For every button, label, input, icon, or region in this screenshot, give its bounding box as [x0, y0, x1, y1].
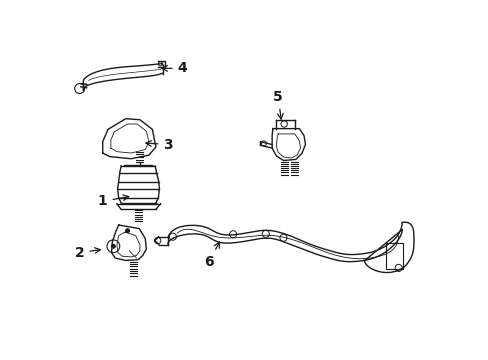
Text: 2: 2 [75, 246, 100, 260]
Text: 5: 5 [273, 90, 283, 119]
Text: 6: 6 [204, 242, 219, 269]
Circle shape [111, 244, 115, 248]
Text: 4: 4 [162, 61, 187, 75]
Text: 3: 3 [145, 138, 173, 152]
Text: 1: 1 [98, 194, 128, 208]
Circle shape [125, 229, 129, 233]
